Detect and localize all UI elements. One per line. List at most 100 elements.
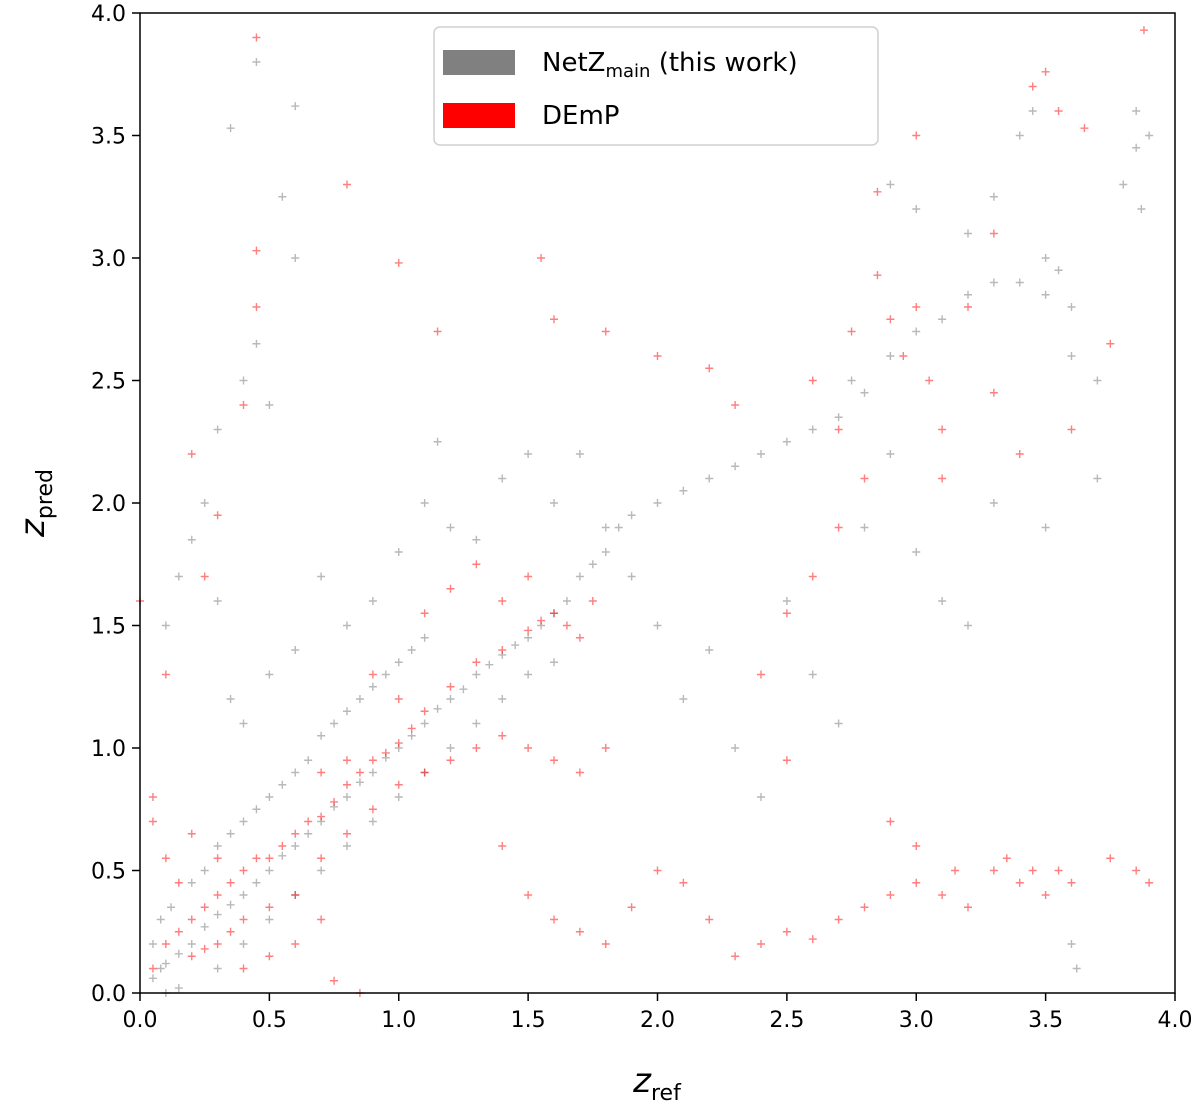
point-netz — [433, 704, 442, 713]
point-demp — [265, 952, 274, 961]
point-demp — [808, 935, 817, 944]
point-netz — [226, 829, 235, 838]
point-demp — [498, 597, 507, 605]
point-netz — [420, 499, 429, 507]
point-netz — [886, 450, 895, 458]
point-demp — [705, 915, 714, 924]
point-demp — [317, 915, 326, 924]
point-demp — [860, 903, 869, 912]
point-demp — [265, 854, 274, 863]
point-netz — [343, 707, 351, 716]
point-demp — [1106, 854, 1115, 863]
point-netz — [886, 352, 895, 360]
point-demp — [1028, 82, 1037, 91]
point-demp — [782, 756, 791, 765]
point-demp — [524, 572, 533, 581]
x-axis-label: zref — [632, 1061, 682, 1106]
point-netz — [330, 719, 339, 728]
point-netz — [187, 878, 196, 887]
point-netz — [239, 817, 248, 826]
point-demp — [187, 829, 196, 838]
point-demp — [148, 793, 157, 801]
point-netz — [575, 450, 584, 458]
point-demp — [213, 940, 222, 948]
point-demp — [200, 572, 209, 581]
point-netz — [938, 597, 947, 605]
point-netz — [355, 695, 364, 703]
point-netz — [187, 940, 196, 948]
point-demp — [757, 940, 765, 948]
point-netz — [304, 829, 313, 838]
point-netz — [472, 670, 481, 679]
point-netz — [433, 437, 442, 446]
point-demp — [187, 915, 196, 924]
point-demp — [174, 927, 183, 936]
point-demp — [1028, 866, 1037, 875]
point-demp — [498, 842, 507, 850]
point-demp — [161, 670, 170, 679]
y-axis: 0.0 0.5 1.0 1.5 2.0 2.5 3.0 3.5 4.0 — [91, 2, 140, 1007]
point-netz — [1041, 290, 1050, 299]
point-demp — [938, 891, 947, 899]
point-demp — [343, 780, 351, 789]
point-demp — [394, 695, 403, 703]
point-netz — [782, 597, 791, 605]
point-demp — [187, 450, 196, 458]
point-demp — [420, 609, 429, 618]
point-demp — [239, 964, 248, 973]
point-demp — [938, 425, 947, 434]
point-demp — [627, 903, 636, 912]
point-demp — [226, 927, 235, 936]
point-netz — [200, 499, 209, 507]
point-demp — [1132, 866, 1141, 875]
point-demp — [1139, 26, 1148, 35]
y-axis-label-main: z — [13, 518, 53, 538]
point-netz — [1028, 107, 1037, 115]
point-demp — [1041, 891, 1050, 899]
point-demp — [588, 597, 597, 605]
point-demp — [291, 940, 300, 948]
point-demp — [394, 258, 403, 267]
point-demp — [317, 768, 326, 777]
point-netz — [731, 462, 740, 471]
point-demp — [1067, 878, 1076, 887]
point-netz — [731, 744, 740, 752]
point-netz — [614, 523, 623, 532]
point-netz — [1067, 352, 1076, 360]
point-demp — [330, 976, 339, 985]
point-netz — [343, 793, 351, 801]
point-netz — [394, 793, 403, 801]
point-netz — [588, 560, 597, 569]
point-demp — [550, 315, 558, 324]
point-netz — [1132, 107, 1141, 115]
point-netz — [317, 866, 326, 875]
point-netz — [601, 548, 610, 556]
point-netz — [653, 499, 662, 507]
point-demp — [291, 891, 300, 899]
point-demp — [1145, 878, 1154, 887]
point-demp — [964, 903, 972, 912]
point-demp — [355, 768, 364, 777]
point-netz — [278, 780, 287, 789]
y-tick-label: 0.5 — [91, 860, 126, 885]
point-demp — [291, 829, 300, 838]
legend: NetZmain (this work) DEmP — [433, 26, 879, 146]
point-demp — [161, 940, 170, 948]
point-demp — [731, 952, 740, 961]
point-netz — [156, 915, 165, 924]
point-demp — [1106, 339, 1115, 348]
point-netz — [886, 180, 895, 189]
point-netz — [265, 915, 274, 924]
point-demp — [847, 327, 856, 336]
point-netz — [627, 572, 636, 581]
point-netz — [1041, 254, 1050, 262]
point-demp — [601, 940, 610, 948]
point-demp — [446, 682, 455, 691]
point-netz — [394, 548, 403, 556]
point-netz — [239, 940, 248, 948]
point-netz — [1067, 940, 1076, 948]
point-netz — [1054, 266, 1063, 275]
point-demp — [524, 744, 533, 752]
point-demp — [912, 842, 921, 850]
point-netz — [239, 376, 248, 385]
